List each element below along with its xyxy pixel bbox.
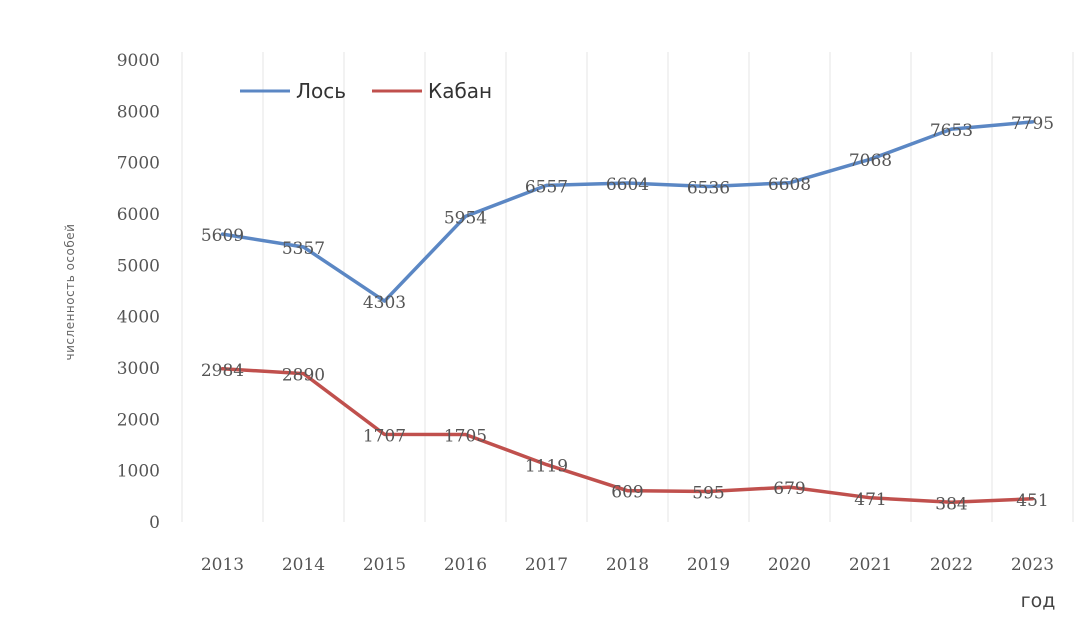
data-label: 679: [773, 479, 805, 499]
data-label: 1707: [363, 426, 406, 446]
data-label: 5357: [282, 239, 325, 259]
data-label: 7795: [1011, 114, 1054, 134]
data-label: 4303: [363, 293, 406, 313]
legend: Лось Кабан: [240, 79, 492, 103]
data-labels: 5609 5357 4303 5954 6557 6604 6536 6608 7068 7653…: [201, 114, 1054, 514]
data-label: 1705: [444, 426, 487, 446]
y-tick-label: 7000: [117, 154, 160, 174]
x-tick-label: 2015: [363, 555, 406, 575]
y-tick-label: 2000: [117, 410, 160, 430]
x-tick-label: 2017: [525, 555, 568, 575]
y-tick-label: 3000: [117, 359, 160, 379]
legend-label-kaban: Кабан: [428, 79, 492, 103]
x-tick-label: 2021: [849, 555, 892, 575]
series-line-los: [220, 120, 1035, 303]
legend-label-los: Лось: [296, 79, 346, 103]
x-tick-label: 2014: [282, 555, 325, 575]
x-tick-label: 2022: [930, 555, 973, 575]
series-lines: [220, 120, 1035, 505]
data-label: 5954: [444, 208, 487, 228]
grid: [181, 52, 1074, 522]
y-tick-label: 6000: [117, 205, 160, 225]
data-label: 6536: [687, 178, 730, 198]
data-label: 2984: [201, 361, 244, 381]
y-tick-label: 9000: [117, 51, 160, 71]
x-tick-label: 2019: [687, 555, 730, 575]
series-line-kaban: [220, 367, 1035, 505]
data-label: 6604: [606, 175, 649, 195]
data-label: 7653: [930, 121, 973, 141]
y-axis-label: численность особей: [63, 224, 77, 361]
x-axis-ticks: 2013 2014 2015 2016 2017 2018 2019 2020 2021 2022…: [201, 555, 1054, 575]
data-label: 595: [692, 483, 724, 503]
data-label: 609: [611, 483, 643, 503]
x-tick-label: 2018: [606, 555, 649, 575]
data-label: 7068: [849, 151, 892, 171]
y-tick-label: 8000: [117, 102, 160, 122]
data-label: 451: [1016, 491, 1048, 511]
x-tick-label: 2023: [1011, 555, 1054, 575]
y-tick-label: 5000: [117, 256, 160, 276]
x-tick-label: 2020: [768, 555, 811, 575]
data-label: 6608: [768, 175, 811, 195]
y-axis-ticks: 0 1000 2000 3000 4000 5000 6000 7000 8000 9000: [117, 51, 160, 533]
x-tick-label: 2013: [201, 555, 244, 575]
x-axis-label: год: [1021, 590, 1056, 612]
x-tick-label: 2016: [444, 555, 487, 575]
y-tick-label: 0: [149, 513, 160, 533]
data-label: 1119: [525, 457, 568, 477]
data-label: 2890: [282, 366, 325, 386]
data-label: 471: [854, 490, 886, 510]
data-label: 5609: [201, 226, 244, 246]
y-tick-label: 1000: [117, 462, 160, 482]
y-tick-label: 4000: [117, 308, 160, 328]
data-label: 384: [935, 494, 967, 514]
data-label: 6557: [525, 177, 568, 197]
